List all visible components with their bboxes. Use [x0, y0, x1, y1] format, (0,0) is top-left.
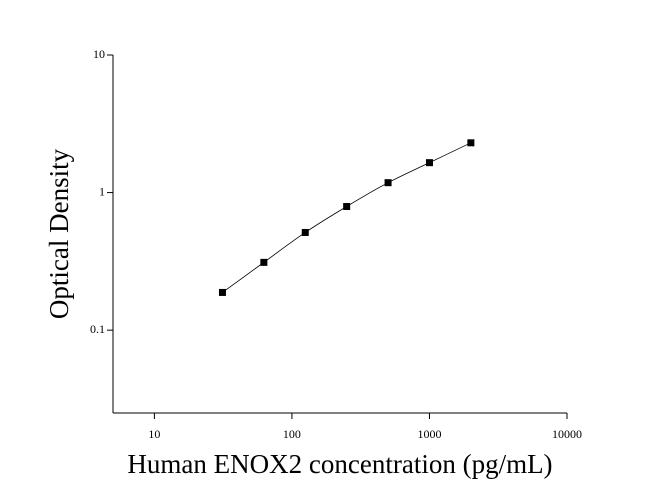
- data-point: [218, 288, 226, 296]
- x-tick-label: 10: [148, 427, 160, 441]
- data-point: [301, 228, 309, 236]
- y-tick-label: 1: [99, 184, 105, 198]
- y-tick-label: 0.1: [90, 322, 105, 336]
- x-axis-title: Human ENOX2 concentration (pg/mL): [127, 449, 552, 479]
- y-tick-label: 10: [93, 47, 105, 61]
- data-point: [425, 159, 433, 167]
- x-tick-label: 100: [283, 427, 301, 441]
- fit-curve: [222, 142, 472, 293]
- data-point: [467, 139, 475, 147]
- data-point: [343, 203, 351, 211]
- x-tick-label: 1000: [417, 427, 441, 441]
- y-axis-title: Optical Density: [44, 148, 74, 319]
- data-point: [260, 258, 268, 266]
- x-tick-label: 10000: [552, 427, 582, 441]
- data-point: [384, 179, 392, 187]
